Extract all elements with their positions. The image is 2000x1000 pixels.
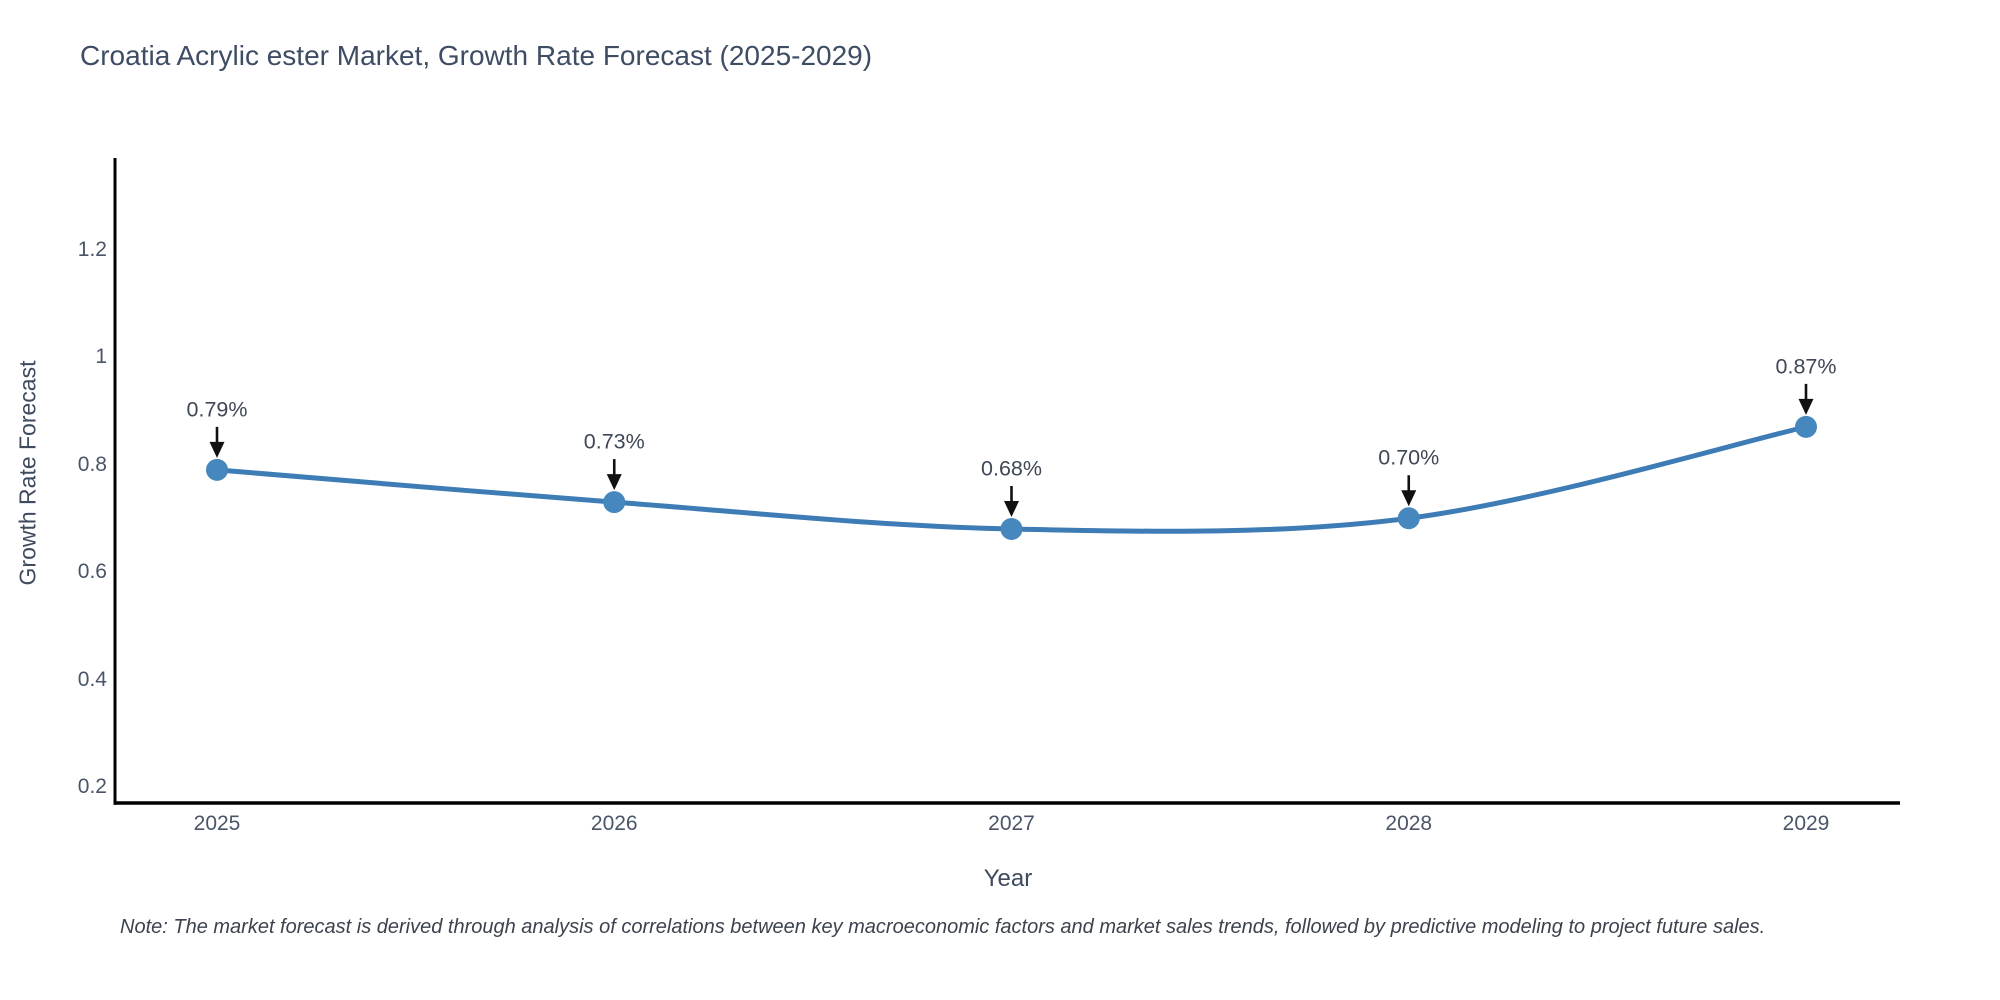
annotation-arrow-head: [1401, 490, 1417, 507]
y-tick-label: 0.8: [77, 452, 107, 476]
x-tick-label: 2025: [193, 812, 241, 835]
data-point-marker: [1000, 518, 1023, 540]
annotation-arrow-head: [1004, 501, 1019, 517]
annotation-arrow-head: [606, 474, 622, 491]
data-point-marker: [603, 491, 626, 514]
x-tick-label: 2028: [1385, 812, 1433, 835]
y-tick-label: 0.4: [77, 667, 107, 691]
point-value-label: 0.87%: [1775, 354, 1837, 379]
data-point-marker: [1795, 415, 1817, 438]
point-value-label: 0.79%: [186, 397, 248, 422]
x-axis-title: Year: [983, 865, 1033, 892]
chart-title: Croatia Acrylic ester Market, Growth Rat…: [80, 40, 873, 71]
y-tick-label: 1: [95, 345, 107, 368]
x-tick-label: 2026: [590, 812, 638, 835]
y-tick-label: 0.2: [77, 775, 107, 798]
point-value-label: 0.70%: [1378, 445, 1440, 470]
data-point-marker: [206, 458, 228, 481]
footnote: Note: The market forecast is derived thr…: [120, 916, 1766, 938]
y-tick-label: 1.2: [77, 237, 107, 261]
data-point-marker: [1397, 507, 1420, 530]
point-value-label: 0.73%: [583, 429, 645, 454]
y-tick-label: 0.6: [77, 560, 107, 583]
annotation-arrow-head: [209, 441, 225, 458]
annotation-arrow-head: [1798, 398, 1814, 415]
y-axis-title: Growth Rate Forecast: [14, 360, 41, 586]
x-tick-label: 2029: [1782, 812, 1830, 835]
x-tick-label: 2027: [988, 812, 1035, 835]
point-value-label: 0.68%: [981, 456, 1042, 481]
